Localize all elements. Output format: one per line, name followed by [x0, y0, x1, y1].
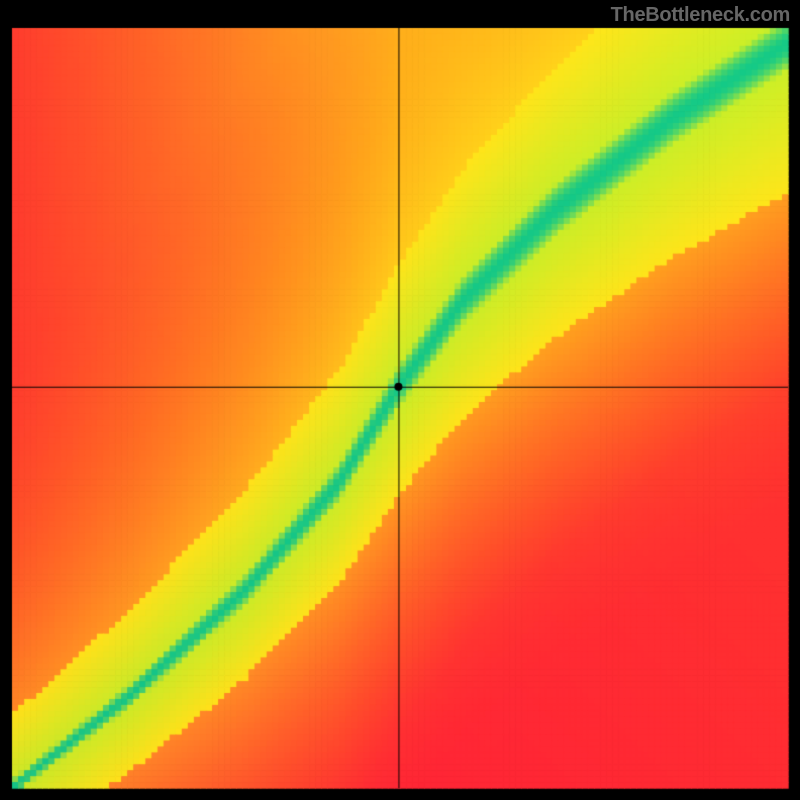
chart-container: TheBottleneck.com: [0, 0, 800, 800]
watermark-label: TheBottleneck.com: [611, 4, 790, 27]
heatmap-canvas: [0, 0, 800, 800]
